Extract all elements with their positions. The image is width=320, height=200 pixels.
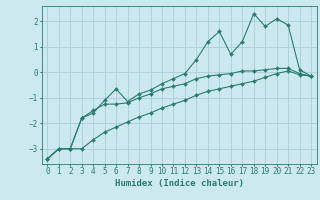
X-axis label: Humidex (Indice chaleur): Humidex (Indice chaleur) bbox=[115, 179, 244, 188]
